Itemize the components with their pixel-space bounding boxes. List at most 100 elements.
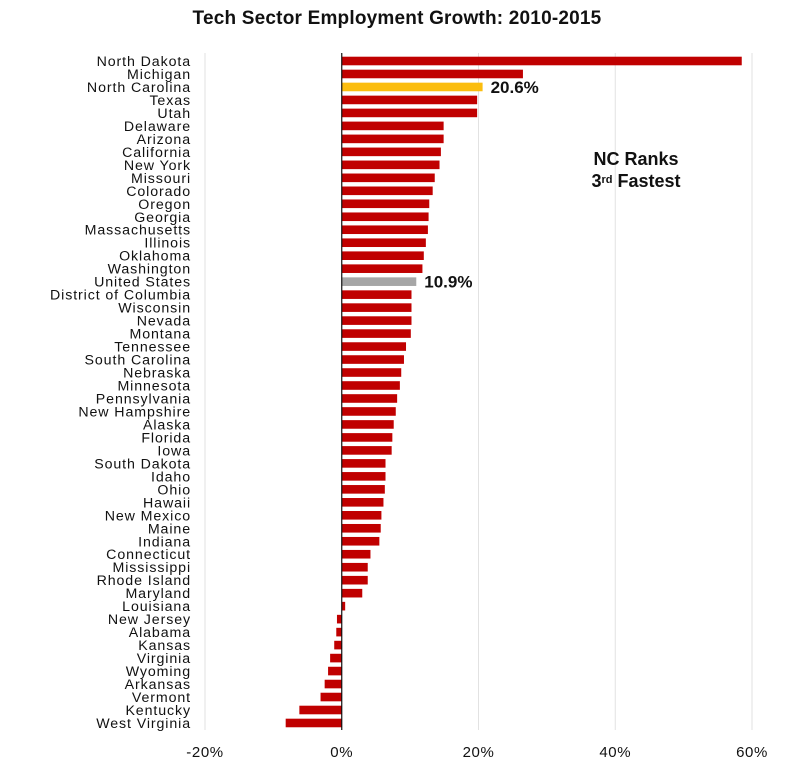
category-label: Connecticut [106,547,191,563]
category-label: Virginia [137,651,191,667]
x-tick-label: -20% [186,744,223,761]
category-label: Indiana [138,534,191,550]
bar [341,199,430,209]
bar [341,342,407,351]
bar [341,485,385,494]
x-axis: -20% 0% 20% 40% 60% [186,53,768,761]
category-label: Minnesota [117,379,191,395]
category-label: Nebraska [123,366,191,382]
bar [330,653,342,663]
bar [341,173,435,183]
bar [341,459,386,468]
bar [341,108,478,118]
bar [341,498,384,507]
bar [336,627,342,637]
bar [341,69,523,79]
category-label: Arkansas [125,677,191,693]
callout-rank-number: 3 [591,171,602,191]
bar [341,446,392,455]
bar [285,718,342,728]
bar [341,562,368,572]
category-label: Maine [148,521,191,537]
category-label: Hawaii [143,495,191,511]
bar [341,251,424,260]
x-tick-label: 60% [736,744,768,761]
bar [341,601,346,611]
bar [341,82,483,92]
category-label: Mississippi [113,560,191,576]
bar [341,420,394,429]
category-label: Wyoming [126,664,191,680]
callout-line-1: NC Ranks [593,149,679,169]
category-label: Montana [129,327,191,343]
bar [341,329,411,338]
bar [341,472,386,481]
category-label: United States [94,275,191,291]
category-label: Idaho [151,469,191,485]
category-label: Utah [157,106,191,122]
bar [334,640,342,650]
bar [341,264,423,273]
gridlines [204,53,753,730]
category-label: Colorado [126,184,191,200]
category-label: Michigan [127,67,191,83]
category-label: Georgia [134,210,191,226]
category-label: Tennessee [114,340,191,356]
category-label: Oklahoma [119,249,191,265]
category-label: Iowa [157,443,191,459]
bar [328,666,342,676]
bar [341,588,363,598]
bar [341,160,440,170]
bar [341,56,742,66]
callout-rank-rest: Fastest [612,171,681,191]
x-tick-label: 20% [463,744,495,761]
value-annotation: 20.6% [491,78,539,97]
category-label: South Dakota [94,456,191,472]
category-label: District of Columbia [50,288,191,304]
x-tick-label: 0% [330,744,353,761]
category-label: Kentucky [125,703,191,719]
bar [341,394,398,403]
callout-line-2: 3rd Fastest [552,170,720,192]
value-annotation: 10.9% [424,273,472,292]
bar [341,355,404,364]
x-tick-label: 40% [599,744,631,761]
category-label: Vermont [132,690,191,706]
nc-rank-callout: NC Ranks 3rd Fastest [552,148,720,192]
category-label: Pennsylvania [96,391,191,407]
category-label: Washington [108,262,191,278]
callout-rank-suffix: rd [601,174,613,186]
category-label: Arizona [137,132,191,148]
value-annotations: 20.6% 10.9% [424,78,539,292]
category-label: Kansas [138,638,191,654]
category-label: Rhode Island [97,573,191,589]
category-label: North Carolina [87,80,191,96]
bar [341,134,444,144]
category-label: Missouri [131,171,191,187]
category-label: Alabama [129,625,191,641]
bar [341,225,428,235]
bar [341,238,426,248]
bar [341,303,412,312]
bar [341,368,402,377]
category-label: Illinois [144,236,191,252]
category-label: Delaware [124,119,191,135]
category-label: Florida [141,430,191,446]
category-label: New Jersey [108,612,191,628]
category-label: West Virginia [96,716,191,732]
bars [285,56,742,728]
bar [341,549,371,559]
chart-title: Tech Sector Employment Growth: 2010-2015 [192,8,602,29]
bar [341,381,400,390]
bar [341,147,441,157]
bar [341,277,417,286]
bar [341,316,412,325]
bar [341,121,444,131]
category-label: Maryland [125,586,191,602]
category-label: Texas [149,93,191,109]
bar [341,511,382,520]
bar [341,407,396,416]
bar [299,705,342,715]
